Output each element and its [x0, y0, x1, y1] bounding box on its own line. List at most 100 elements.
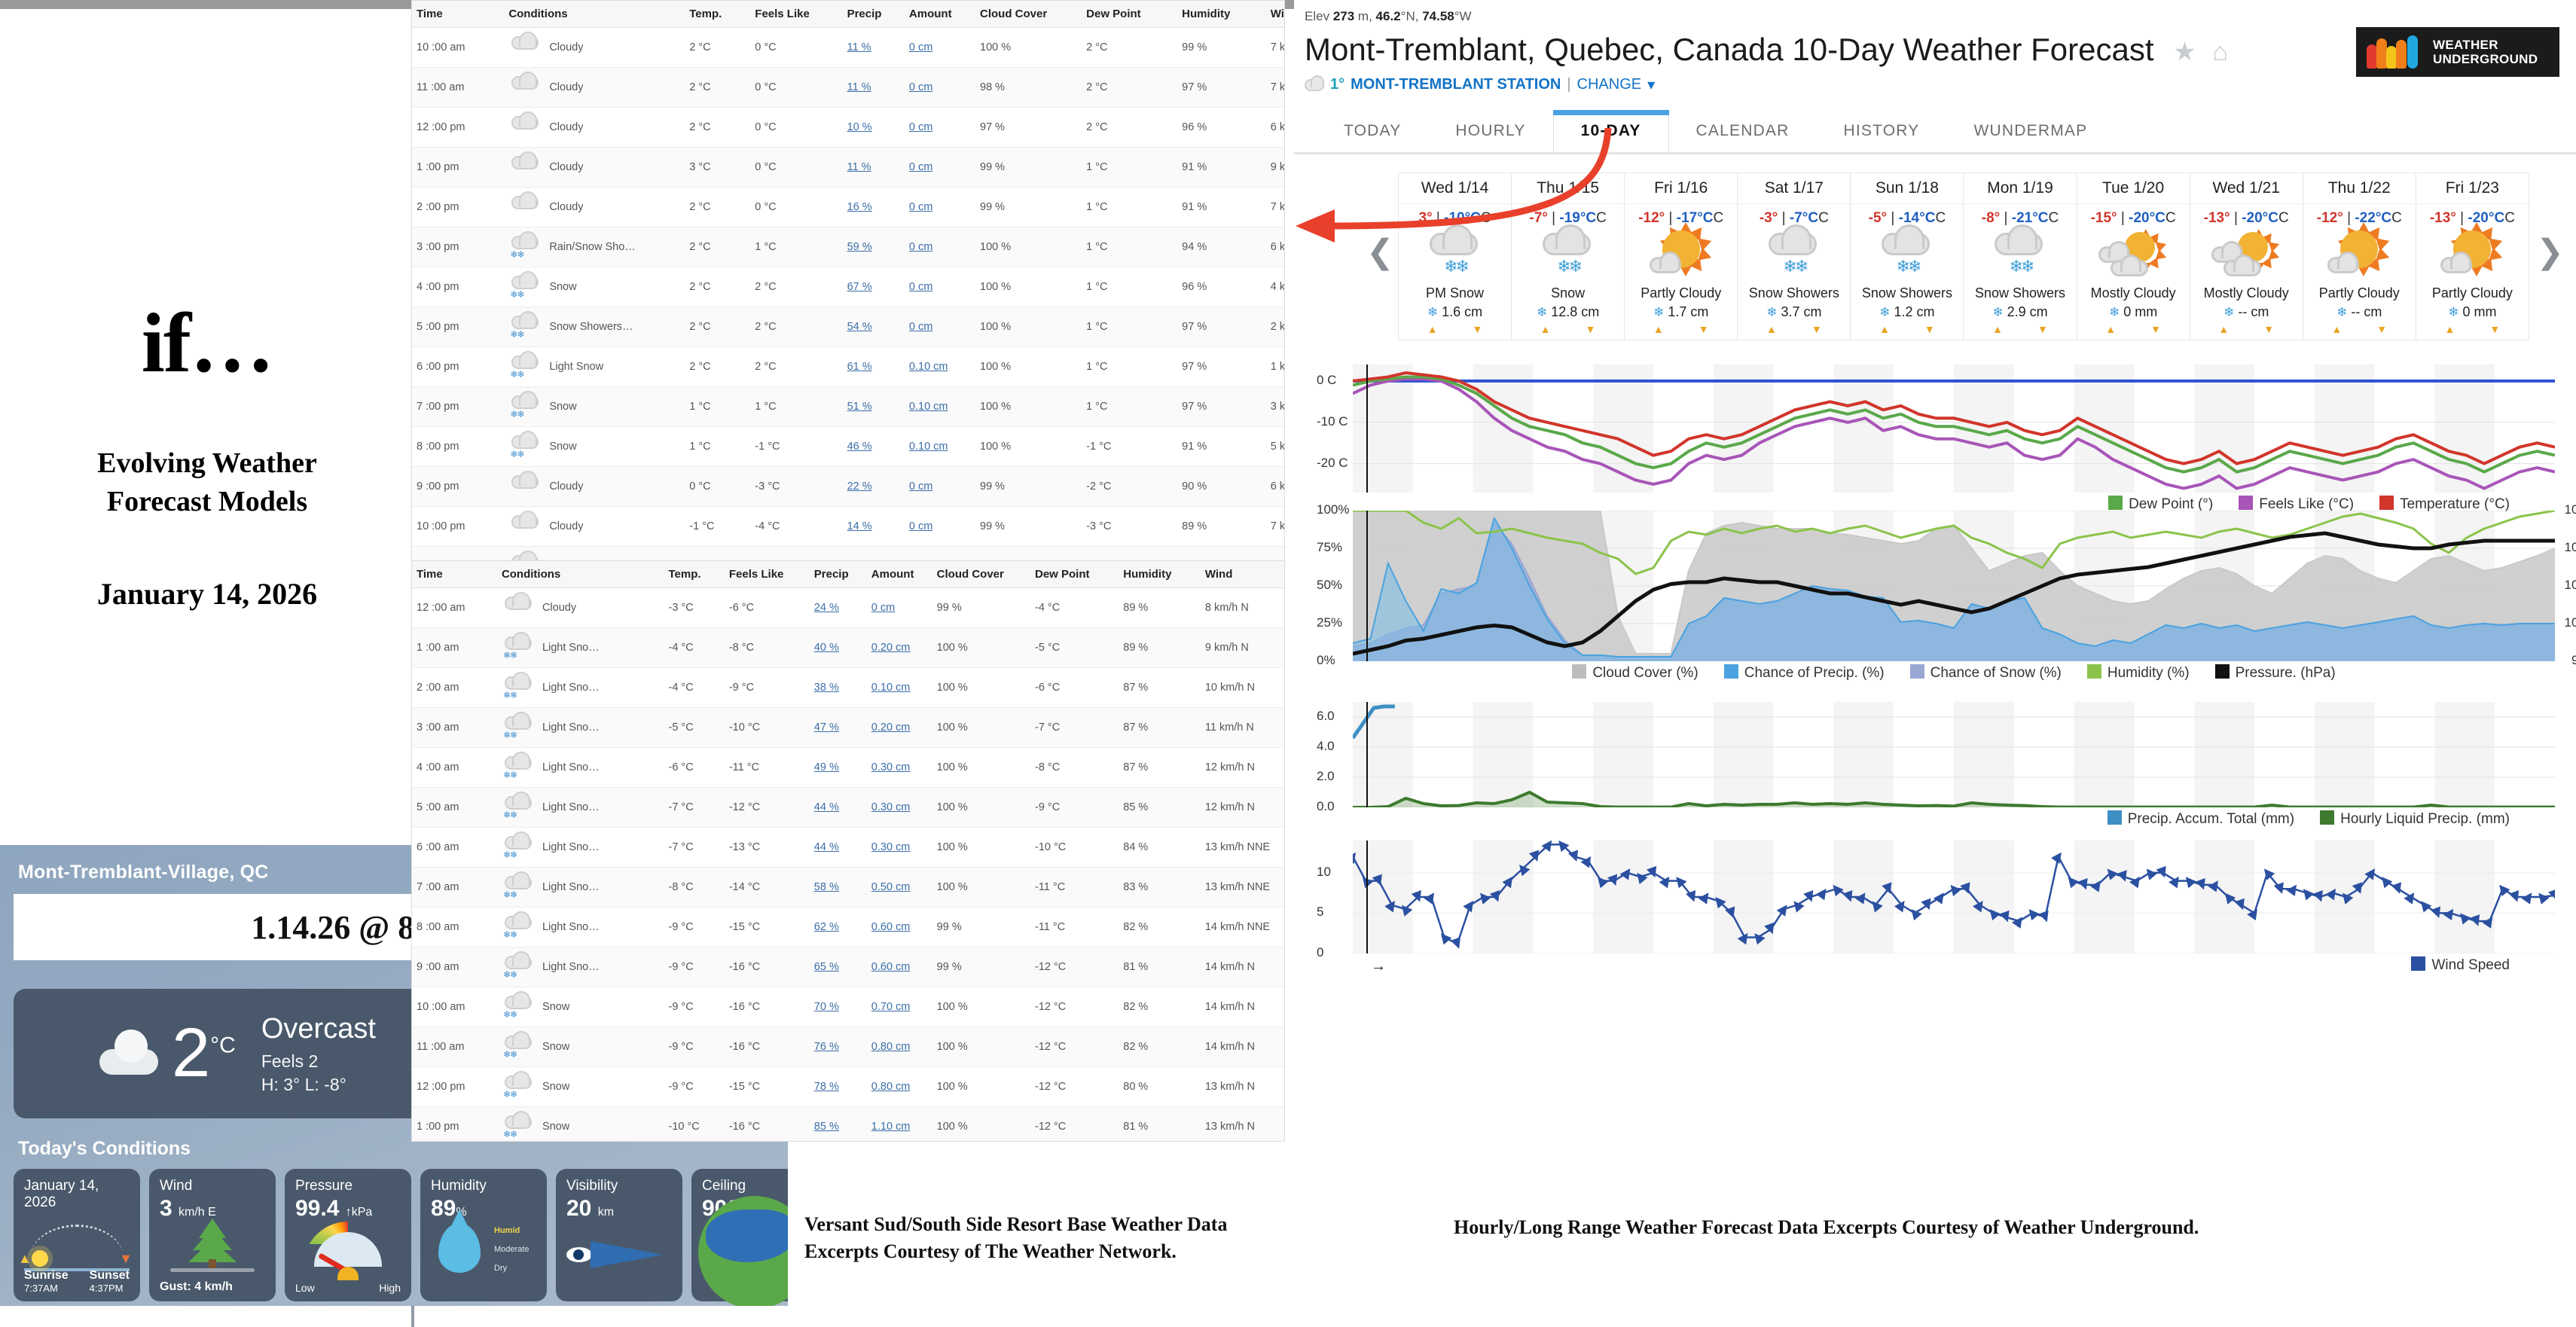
table-row[interactable]: 6 :00 pm ❄❄ Light Snow 2 °C 2 °C 61 % 0.10 cm 1… — [412, 346, 1284, 387]
cell-amount[interactable]: 0.10 cm — [904, 426, 976, 467]
table-row[interactable]: 10 :00 am Cloudy 2 °C 0 °C 11 % 0 cm 100 % 2 °C… — [412, 27, 1284, 68]
table-row[interactable]: 12 :00 pm ❄❄ Snow -9 °C -15 °C 78 % 0.80 cm 100… — [412, 1066, 1284, 1107]
cell-amount[interactable]: 0.20 cm — [866, 707, 932, 748]
cell-amount[interactable]: 0.10 cm — [904, 346, 976, 387]
table-row[interactable]: 2 :00 pm Cloudy 2 °C 0 °C 16 % 0 cm 99 % 1 °C 91… — [412, 187, 1284, 227]
col-header[interactable]: Conditions — [496, 561, 664, 588]
col-header[interactable]: Dew Point — [1082, 1, 1178, 28]
table-row[interactable]: 5 :00 pm ❄❄ Snow Showers… 2 °C 2 °C 54 % 0 cm 1… — [412, 307, 1284, 347]
change-station-link[interactable]: CHANGE — [1576, 76, 1642, 93]
nav-tabs[interactable]: TODAY HOURLY 10-DAY CALENDAR HISTORY WUNDERMA… — [1294, 108, 2576, 154]
cell-precip[interactable]: 51 % — [842, 386, 905, 427]
table-row[interactable]: 6 :00 am ❄❄ Light Sno… -7 °C -13 °C 44 % 0.30 … — [412, 827, 1284, 868]
cell-precip[interactable]: 11 % — [842, 27, 905, 68]
cell-amount[interactable]: 0.10 cm — [866, 667, 932, 708]
chart-temperature[interactable]: Dew Point (°) Feels Like (°C) Temperature … — [1317, 365, 2555, 512]
col-header[interactable]: Feels Like — [724, 561, 810, 588]
cell-precip[interactable]: 47 % — [809, 707, 867, 748]
cell-amount[interactable]: 0 cm — [904, 267, 976, 307]
cell-amount[interactable]: 0.80 cm — [866, 1066, 932, 1107]
col-header[interactable]: Wind — [1265, 1, 1284, 28]
col-header[interactable]: Precip — [809, 561, 867, 588]
col-header[interactable]: Humidity — [1119, 561, 1201, 588]
cell-amount[interactable]: 0.30 cm — [866, 747, 932, 788]
cell-precip[interactable]: 59 % — [842, 227, 905, 267]
cell-precip[interactable]: 78 % — [809, 1066, 867, 1107]
cell-precip[interactable]: 85 % — [809, 1106, 867, 1141]
day-card[interactable]: Mon 1/19 -8° | -21°CC ❄❄ Snow Showers ❄ 2.9 … — [1964, 172, 2077, 340]
table-row[interactable]: 1 :00 pm Cloudy 3 °C 0 °C 11 % 0 cm 99 % 1 °C 91… — [412, 147, 1284, 188]
cell-amount[interactable]: 0 cm — [904, 107, 976, 148]
tab-hourly[interactable]: HOURLY — [1455, 122, 1526, 139]
cell-amount[interactable]: 0 cm — [904, 466, 976, 507]
cell-amount[interactable]: 0 cm — [904, 67, 976, 108]
cell-amount[interactable]: 0.50 cm — [866, 867, 932, 908]
next-days-chevron-icon[interactable]: ❯ — [2536, 233, 2564, 270]
cell-amount[interactable]: 0.70 cm — [866, 987, 932, 1027]
cell-precip[interactable]: 11 % — [842, 67, 905, 108]
table-row[interactable]: 10 :00 pm Cloudy -1 °C -4 °C 14 % 0 cm 99 % -3 … — [412, 506, 1284, 547]
cell-amount[interactable]: 1.10 cm — [866, 1106, 932, 1141]
cell-amount[interactable]: 0 cm — [904, 227, 976, 267]
cell-amount[interactable]: 0 cm — [904, 506, 976, 547]
cell-precip[interactable]: 46 % — [842, 426, 905, 467]
chart-wind[interactable]: Wind Speed 10 5 0 → — [1317, 840, 2555, 984]
station-name[interactable]: MONT-TREMBLANT STATION — [1351, 76, 1561, 93]
table-row[interactable]: 7 :00 pm ❄❄ Snow 1 °C 1 °C 51 % 0.10 cm 100 % 1 … — [412, 386, 1284, 427]
table-row[interactable]: 7 :00 am ❄❄ Light Sno… -8 °C -14 °C 58 % 0.50 … — [412, 867, 1284, 908]
table-row[interactable]: 12 :00 am Cloudy -3 °C -6 °C 24 % 0 cm 99 % -4 … — [412, 587, 1284, 628]
tab-today[interactable]: TODAY — [1344, 122, 1402, 139]
tab-history[interactable]: HISTORY — [1843, 122, 1920, 139]
table-row[interactable]: 1 :00 am ❄❄ Light Sno… -4 °C -8 °C 40 % 0.20 c… — [412, 627, 1284, 668]
cell-precip[interactable]: 44 % — [809, 827, 867, 868]
cell-precip[interactable]: 44 % — [809, 787, 867, 828]
day-card[interactable]: Fri 1/23 -13° | -20°CC Partly Cloudy ❄ 0 mm… — [2416, 172, 2529, 340]
col-header[interactable]: Humidity — [1177, 1, 1266, 28]
cell-precip[interactable]: 49 % — [809, 747, 867, 788]
col-header[interactable]: Temp. — [685, 1, 751, 28]
cell-amount[interactable]: 0.60 cm — [866, 907, 932, 947]
table-row[interactable]: 10 :00 am ❄❄ Snow -9 °C -16 °C 70 % 0.70 cm 100… — [412, 987, 1284, 1027]
table-row[interactable]: 4 :00 am ❄❄ Light Sno… -6 °C -11 °C 49 % 0.30 … — [412, 747, 1284, 788]
table-row[interactable]: 9 :00 pm Cloudy 0 °C -3 °C 22 % 0 cm 99 % -2 °C… — [412, 466, 1284, 507]
col-header[interactable]: Feels Like — [750, 1, 843, 28]
tab-10-day[interactable]: 10-DAY — [1552, 110, 1669, 152]
chevron-down-icon[interactable]: ▾ — [1647, 77, 1656, 93]
cell-precip[interactable]: 76 % — [809, 1027, 867, 1067]
cell-precip[interactable]: 58 % — [809, 867, 867, 908]
day-card[interactable]: Fri 1/16 -12° | -17°CC Partly Cloudy ❄ 1.7 … — [1625, 172, 1738, 340]
table-row[interactable]: 12 :00 pm Cloudy 2 °C 0 °C 10 % 0 cm 97 % 2 °C 9… — [412, 107, 1284, 148]
cell-precip[interactable]: 10 % — [842, 107, 905, 148]
col-header[interactable]: Conditions — [504, 1, 685, 28]
cell-amount[interactable]: 0.30 cm — [866, 827, 932, 868]
day-card[interactable]: Thu 1/22 -12° | -22°CC Partly Cloudy ❄ -- c… — [2303, 172, 2416, 340]
cell-amount[interactable]: 0 cm — [904, 27, 976, 68]
col-header[interactable]: Time — [412, 1, 505, 28]
table-row[interactable]: 2 :00 am ❄❄ Light Sno… -4 °C -9 °C 38 % 0.10 c… — [412, 667, 1284, 708]
home-icon[interactable]: ⌂ — [2212, 38, 2228, 66]
day-card[interactable]: Thu 1/15 -7° | -19°CC ❄❄ Snow ❄ 12.8 cm ▲ ▼ — [1512, 172, 1625, 340]
table-row[interactable]: 11 :00 am Cloudy 2 °C 0 °C 11 % 0 cm 98 % 2 °C 9… — [412, 67, 1284, 108]
cell-amount[interactable]: 0 cm — [904, 147, 976, 188]
twn-hourly-table-bottom[interactable]: Time Conditions Temp. Feels Like Precip Amoun… — [411, 560, 1285, 1142]
cell-amount[interactable]: 0.30 cm — [866, 787, 932, 828]
day-card[interactable]: Tue 1/20 -15° | -20°CC Mostly Cloudy ❄ 0 mm… — [2077, 172, 2190, 340]
day-card[interactable]: Sat 1/17 -3° | -7°CC ❄❄ Snow Showers ❄ 3.7 c… — [1738, 172, 1851, 340]
col-header[interactable]: Temp. — [664, 561, 725, 588]
table-row[interactable]: 3 :00 am ❄❄ Light Sno… -5 °C -10 °C 47 % 0.20 … — [412, 707, 1284, 748]
cell-amount[interactable]: 0 cm — [904, 187, 976, 227]
cell-precip[interactable]: 11 % — [842, 147, 905, 188]
col-header[interactable]: Cloud Cover — [975, 1, 1082, 28]
table-row[interactable]: 5 :00 am ❄❄ Light Sno… -7 °C -12 °C 44 % 0.30 … — [412, 787, 1284, 828]
cell-amount[interactable]: 0 cm — [904, 307, 976, 347]
cell-precip[interactable]: 38 % — [809, 667, 867, 708]
table-row[interactable]: 8 :00 pm ❄❄ Snow 1 °C -1 °C 46 % 0.10 cm 100 % -… — [412, 426, 1284, 467]
prev-days-chevron-icon[interactable]: ❮ — [1366, 233, 1394, 270]
col-header[interactable]: Amount — [904, 1, 976, 28]
cell-amount[interactable]: 0.10 cm — [904, 386, 976, 427]
cell-amount[interactable]: 0.80 cm — [866, 1027, 932, 1067]
cell-precip[interactable]: 62 % — [809, 907, 867, 947]
day-card[interactable]: Wed 1/14 3° | -10°CC ❄❄ PM Snow ❄ 1.6 cm ▲ ▼ — [1398, 172, 1512, 340]
tab-wundermap[interactable]: WUNDERMAP — [1973, 122, 2088, 139]
cell-precip[interactable]: 14 % — [842, 506, 905, 547]
